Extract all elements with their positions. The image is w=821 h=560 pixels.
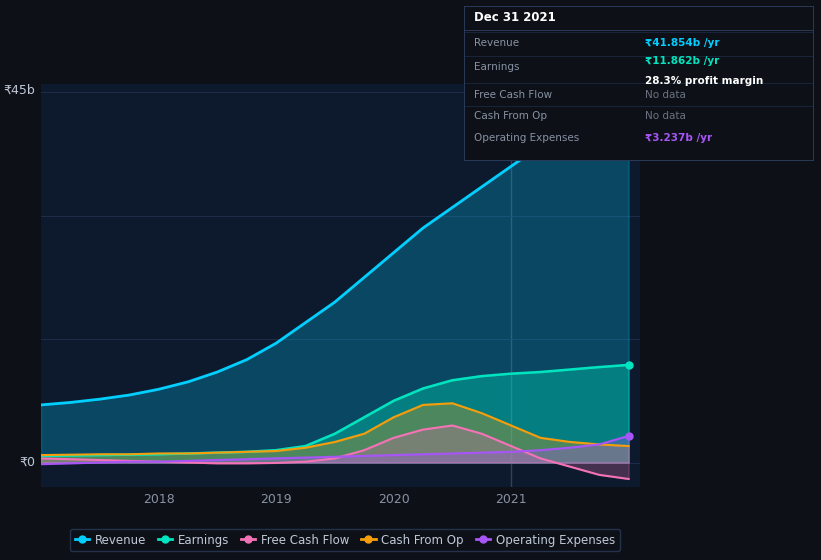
Text: Cash From Op: Cash From Op [475, 111, 548, 122]
Text: 28.3% profit margin: 28.3% profit margin [645, 76, 764, 86]
Legend: Revenue, Earnings, Free Cash Flow, Cash From Op, Operating Expenses: Revenue, Earnings, Free Cash Flow, Cash … [70, 529, 620, 551]
Text: Revenue: Revenue [475, 38, 520, 48]
Text: Dec 31 2021: Dec 31 2021 [475, 11, 556, 25]
Text: ₹11.862b /yr: ₹11.862b /yr [645, 56, 719, 66]
Text: Operating Expenses: Operating Expenses [475, 133, 580, 143]
Text: ₹41.854b /yr: ₹41.854b /yr [645, 38, 720, 48]
Text: ₹3.237b /yr: ₹3.237b /yr [645, 133, 713, 143]
Text: Free Cash Flow: Free Cash Flow [475, 90, 553, 100]
Text: ₹45b: ₹45b [3, 84, 35, 97]
Text: No data: No data [645, 111, 686, 122]
Text: ₹0: ₹0 [19, 456, 35, 469]
Text: No data: No data [645, 90, 686, 100]
Text: Earnings: Earnings [475, 62, 520, 72]
